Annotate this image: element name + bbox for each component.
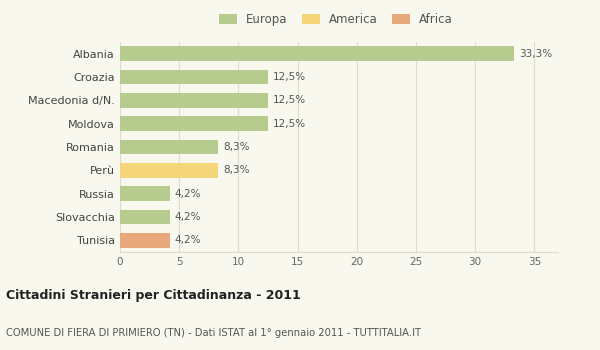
- Bar: [120, 70, 268, 84]
- Text: 4,2%: 4,2%: [175, 189, 201, 199]
- Bar: [120, 210, 170, 224]
- Bar: [120, 187, 170, 201]
- Bar: [120, 117, 268, 131]
- Text: 4,2%: 4,2%: [175, 212, 201, 222]
- Bar: [120, 47, 514, 61]
- Text: 4,2%: 4,2%: [175, 235, 201, 245]
- Text: 12,5%: 12,5%: [273, 72, 306, 82]
- Text: 33,3%: 33,3%: [519, 49, 552, 59]
- Bar: [120, 233, 170, 247]
- Text: 8,3%: 8,3%: [223, 165, 250, 175]
- Text: 12,5%: 12,5%: [273, 95, 306, 105]
- Legend: Europa, America, Africa: Europa, America, Africa: [219, 13, 453, 26]
- Bar: [120, 163, 218, 177]
- Text: 8,3%: 8,3%: [223, 142, 250, 152]
- Bar: [120, 93, 268, 107]
- Bar: [120, 140, 218, 154]
- Text: Cittadini Stranieri per Cittadinanza - 2011: Cittadini Stranieri per Cittadinanza - 2…: [6, 289, 301, 302]
- Text: 12,5%: 12,5%: [273, 119, 306, 129]
- Text: COMUNE DI FIERA DI PRIMIERO (TN) - Dati ISTAT al 1° gennaio 2011 - TUTTITALIA.IT: COMUNE DI FIERA DI PRIMIERO (TN) - Dati …: [6, 328, 421, 338]
